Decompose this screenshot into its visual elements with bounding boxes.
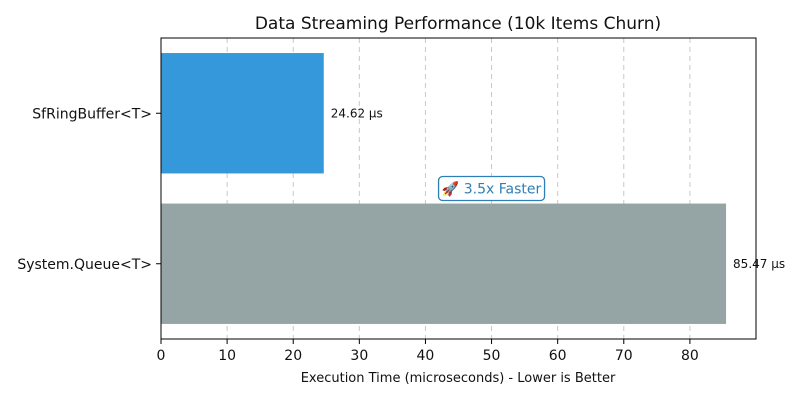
x-axis-label: Execution Time (microseconds) - Lower is…	[301, 371, 616, 386]
bar	[161, 53, 324, 174]
x-tick-label: 30	[350, 348, 368, 364]
x-axis-ticks: 0 10 20 30 40 50 60 70 80	[157, 339, 699, 364]
chart-title: Data Streaming Performance (10k Items Ch…	[255, 14, 661, 34]
y-category-label: SfRingBuffer<T>	[32, 106, 152, 122]
y-category-label: System.Queue<T>	[17, 257, 152, 273]
y-axis-categories: SfRingBuffer<T> System.Queue<T>	[17, 106, 161, 273]
bars: 24.62 μs 85.47 μs	[161, 53, 785, 324]
annotation-box	[437, 175, 546, 202]
annotation: 🚀 3.5x Faster	[437, 175, 546, 202]
bar-value-label: 85.47 μs	[733, 257, 785, 271]
x-tick-label: 40	[417, 348, 435, 364]
x-tick-label: 80	[681, 348, 699, 364]
x-tick-label: 50	[483, 348, 501, 364]
x-tick-label: 0	[157, 348, 166, 364]
bar	[161, 203, 727, 324]
plot-area-frame	[160, 37, 757, 340]
x-tick-label: 20	[284, 348, 302, 364]
bar-value-label: 24.62 μs	[331, 106, 383, 120]
x-tick-label: 60	[549, 348, 567, 364]
x-tick-label: 10	[218, 348, 236, 364]
x-tick-label: 70	[615, 348, 633, 364]
annotation-text: 🚀 3.5x Faster	[442, 181, 542, 198]
